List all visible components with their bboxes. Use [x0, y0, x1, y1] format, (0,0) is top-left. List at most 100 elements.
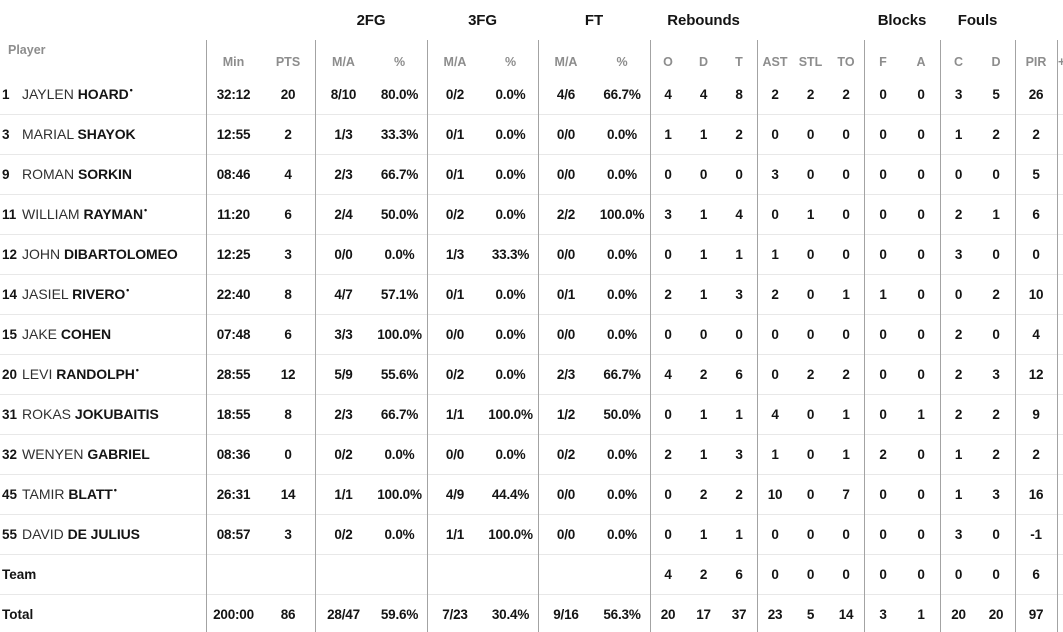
- jersey-number: 12: [2, 247, 18, 262]
- jersey-number: 20: [2, 367, 18, 382]
- stat-min: 11:20: [217, 207, 250, 222]
- player-last-name: COHEN: [60, 326, 111, 342]
- stat-2fg-ma: 1/3: [334, 127, 353, 142]
- player-last-name: GABRIEL: [87, 446, 150, 462]
- stat-reb-d: 2: [699, 567, 708, 582]
- stat-min: 200:00: [213, 607, 254, 622]
- stat-ast: 23: [767, 607, 783, 622]
- stat-reb-d: 1: [699, 287, 708, 302]
- player-name-cell[interactable]: 15 JAKE COHEN: [0, 325, 206, 344]
- stat-reb-d: 1: [699, 247, 708, 262]
- stat-min: 32:12: [216, 86, 251, 102]
- starter-mark: •: [135, 365, 139, 375]
- player-last-name: SHAYOK: [77, 126, 136, 142]
- stat-foul-c: 0: [954, 567, 963, 582]
- stat-ft-ma: 0/2: [556, 447, 576, 462]
- stat-3fg-pct: 0.0%: [495, 327, 526, 342]
- player-name-cell[interactable]: 9 ROMAN SORKIN: [0, 165, 206, 184]
- player-name-cell[interactable]: 20 LEVI RANDOLPH•: [0, 365, 206, 384]
- starter-mark: •: [144, 205, 148, 215]
- stat-2fg-ma: 3/3: [334, 327, 353, 342]
- stat-foul-c: 3: [954, 527, 963, 542]
- player-name-cell[interactable]: 12 JOHN DIBARTOLOMEO: [0, 245, 206, 264]
- stat-2fg-pct: 66.7%: [380, 167, 419, 182]
- stat-2fg-ma: 5/9: [334, 367, 353, 382]
- stat-to: 1: [842, 287, 850, 302]
- stat-to: 0: [842, 127, 850, 142]
- stat-reb-d: 1: [699, 127, 708, 142]
- stat-foul-d: 2: [992, 127, 1000, 142]
- stat-min: 26:31: [216, 487, 251, 502]
- stat-pts: 4: [284, 167, 292, 182]
- stat-blk-a: 0: [917, 207, 925, 222]
- stat-foul-c: 0: [954, 167, 963, 182]
- stat-pts: 2: [284, 127, 292, 142]
- stat-pir: 12: [1028, 367, 1044, 382]
- stat-foul-c: 0: [954, 287, 963, 302]
- stat-pts: 0: [284, 447, 292, 462]
- stat-min: 08:57: [216, 527, 251, 542]
- stat-reb-d: 1: [699, 447, 708, 462]
- col-header-stl: STL: [798, 55, 823, 69]
- stat-stl: 0: [806, 567, 815, 582]
- stat-pir: -1: [1030, 527, 1042, 542]
- player-name-cell[interactable]: 32 WENYEN GABRIEL: [0, 445, 206, 464]
- stat-reb-t: 37: [731, 607, 747, 622]
- stat-reb-d: 1: [699, 207, 708, 222]
- stat-foul-d: 1: [992, 207, 1000, 222]
- stat-blk-a: 0: [917, 567, 925, 582]
- stat-pir: 9: [1032, 407, 1040, 422]
- player-name-cell[interactable]: 3 MARIAL SHAYOK: [0, 125, 206, 144]
- stat-ft-pct: 0.0%: [607, 247, 637, 262]
- player-first-name: JOHN: [22, 246, 64, 262]
- player-name-cell[interactable]: 31 ROKAS JOKUBAITIS: [0, 405, 206, 424]
- stat-min: 12:55: [216, 127, 251, 142]
- stat-min: 08:46: [216, 167, 251, 182]
- stat-blk-a: 1: [917, 607, 925, 622]
- player-column-header: Player: [8, 43, 46, 57]
- stat-2fg-ma: 4/7: [334, 287, 353, 302]
- player-name-cell[interactable]: 11 WILLIAM RAYMAN•: [0, 205, 206, 224]
- player-name-cell[interactable]: 45 TAMIR BLATT•: [0, 485, 206, 504]
- stat-blk-f: 0: [879, 127, 887, 142]
- stat-foul-c: 2: [954, 407, 963, 422]
- player-name-cell[interactable]: 55 DAVID DE JULIUS: [0, 525, 206, 544]
- player-name-cell[interactable]: 1 JAYLEN HOARD•: [0, 85, 206, 104]
- stat-blk-a: 0: [917, 86, 925, 102]
- stat-3fg-pct: 0.0%: [495, 367, 526, 382]
- stat-ft-pct: 0.0%: [607, 527, 637, 542]
- stat-2fg-pct: 100.0%: [377, 487, 422, 502]
- stat-blk-f: 0: [879, 327, 887, 342]
- stat-ft-pct: 0.0%: [607, 447, 637, 462]
- starter-mark: •: [129, 84, 133, 95]
- stat-foul-d: 3: [992, 367, 1000, 382]
- stat-stl: 0: [806, 327, 815, 342]
- jersey-number: 3: [2, 127, 10, 142]
- stat-reb-o: 3: [664, 207, 672, 222]
- stat-ast: 0: [771, 207, 779, 222]
- total-row-label: Total: [0, 605, 206, 624]
- stat-pir: 97: [1028, 607, 1044, 622]
- stat-foul-d: 20: [988, 607, 1004, 622]
- stat-reb-o: 1: [664, 127, 672, 142]
- stat-3fg-pct: 0.0%: [495, 447, 526, 462]
- stat-3fg-ma: 0/0: [445, 447, 465, 462]
- stat-3fg-ma: 0/2: [445, 207, 465, 222]
- stat-blk-a: 0: [917, 527, 925, 542]
- stat-foul-d: 0: [992, 247, 1000, 262]
- team-row-label: Team: [0, 565, 206, 584]
- col-header-foul-c: C: [953, 55, 964, 69]
- stat-3fg-pct: 100.0%: [488, 407, 533, 422]
- col-header-pir: PIR: [1025, 55, 1047, 69]
- stat-ft-ma: 0/0: [556, 167, 576, 182]
- group-header-blocks: Blocks: [877, 11, 927, 29]
- player-first-name: DAVID: [22, 526, 68, 542]
- stat-reb-t: 1: [735, 247, 743, 262]
- stat-min: 18:55: [216, 407, 251, 422]
- player-name-cell[interactable]: 14 JASIEL RIVERO•: [0, 285, 206, 304]
- stat-stl: 0: [806, 167, 815, 182]
- stat-blk-f: 0: [879, 207, 887, 222]
- group-header-row: 2FG 3FG FT Rebounds Blocks Fouls: [0, 0, 1063, 40]
- stat-stl: 0: [806, 287, 815, 302]
- stat-ft-ma: 0/0: [556, 527, 576, 542]
